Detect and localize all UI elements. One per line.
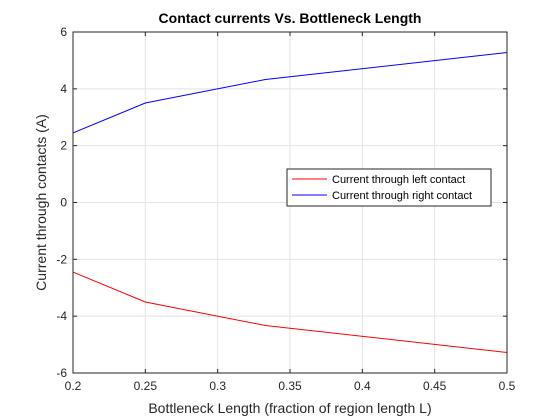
- legend-entry: Current through right contact: [332, 190, 472, 202]
- legend: Current through left contact Current thro…: [286, 168, 492, 207]
- x-tick-label: 0.45: [423, 379, 447, 393]
- series-line-left-contact: [72, 271, 508, 353]
- x-tick-label: 0.5: [499, 379, 516, 393]
- x-tick-label: 0.3: [209, 379, 226, 393]
- axis-ticks: 0.2 0.25 0.3 0.35 0.4 0.45 0.5 -6 -4 -2 0 2 4 6: [56, 25, 515, 393]
- x-tick-label: 0.4: [354, 379, 371, 393]
- y-tick-label: -2: [56, 252, 67, 266]
- y-tick-label: -4: [56, 309, 67, 323]
- x-axis-label: Bottleneck Length (fraction of region le…: [148, 400, 431, 416]
- chart-title: Contact currents Vs. Bottleneck Length: [159, 10, 422, 26]
- x-tick-label: 0.35: [278, 379, 302, 393]
- y-tick-label: 2: [60, 139, 67, 153]
- legend-box: [286, 168, 492, 207]
- y-tick-label: 4: [60, 82, 67, 96]
- series-line-right-contact: [72, 52, 508, 134]
- x-tick-label: 0.25: [134, 379, 158, 393]
- y-axis-label: Current through contacts (A): [33, 114, 49, 291]
- x-tick-label: 0.2: [65, 379, 82, 393]
- y-tick-label: 6: [60, 25, 67, 39]
- y-tick-label: -6: [56, 366, 67, 380]
- legend-entry: Current through left contact: [332, 174, 465, 186]
- series-group: [72, 52, 508, 353]
- y-tick-label: 0: [60, 196, 67, 210]
